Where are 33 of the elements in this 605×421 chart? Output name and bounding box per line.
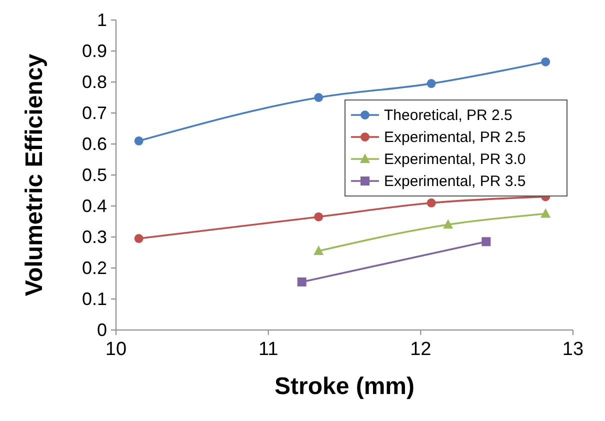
legend-label: Experimental, PR 3.5 bbox=[384, 173, 526, 190]
y-tick-label: 0.6 bbox=[82, 134, 107, 154]
legend-label: Theoretical, PR 2.5 bbox=[384, 107, 512, 124]
point bbox=[426, 198, 436, 208]
x-axis-title: Stroke (mm) bbox=[274, 373, 415, 400]
y-tick-label: 0 bbox=[96, 320, 107, 340]
legend-label: Experimental, PR 3.0 bbox=[384, 151, 526, 168]
x-tick-label: 10 bbox=[105, 339, 127, 360]
point bbox=[443, 219, 454, 229]
y-tick-label: 0.2 bbox=[82, 258, 107, 278]
point bbox=[482, 237, 491, 246]
point bbox=[314, 245, 324, 255]
x-tick-label: 13 bbox=[562, 339, 584, 360]
point bbox=[541, 57, 550, 66]
point bbox=[297, 277, 306, 286]
legend-label: Experimental, PR 2.5 bbox=[384, 129, 526, 146]
y-tick-label: 0.5 bbox=[82, 165, 107, 185]
point bbox=[314, 93, 324, 102]
y-tick-label: 0.7 bbox=[82, 103, 107, 123]
point bbox=[426, 79, 436, 88]
x-tick-label: 12 bbox=[410, 339, 432, 360]
point bbox=[314, 212, 324, 222]
point bbox=[134, 136, 144, 146]
y-tick-label: 1 bbox=[96, 10, 107, 30]
point bbox=[134, 234, 144, 244]
y-tick-label: 0.3 bbox=[82, 227, 107, 247]
y-tick-label: 0.9 bbox=[82, 41, 107, 61]
x-tick-label: 11 bbox=[258, 339, 278, 360]
y-tick-label: 0.8 bbox=[82, 72, 107, 92]
y-tick-label: 0.4 bbox=[82, 196, 107, 216]
point bbox=[540, 208, 551, 218]
y-axis-title: Volumetric Efficiency bbox=[21, 53, 48, 296]
y-tick-label: 0.1 bbox=[82, 289, 107, 309]
